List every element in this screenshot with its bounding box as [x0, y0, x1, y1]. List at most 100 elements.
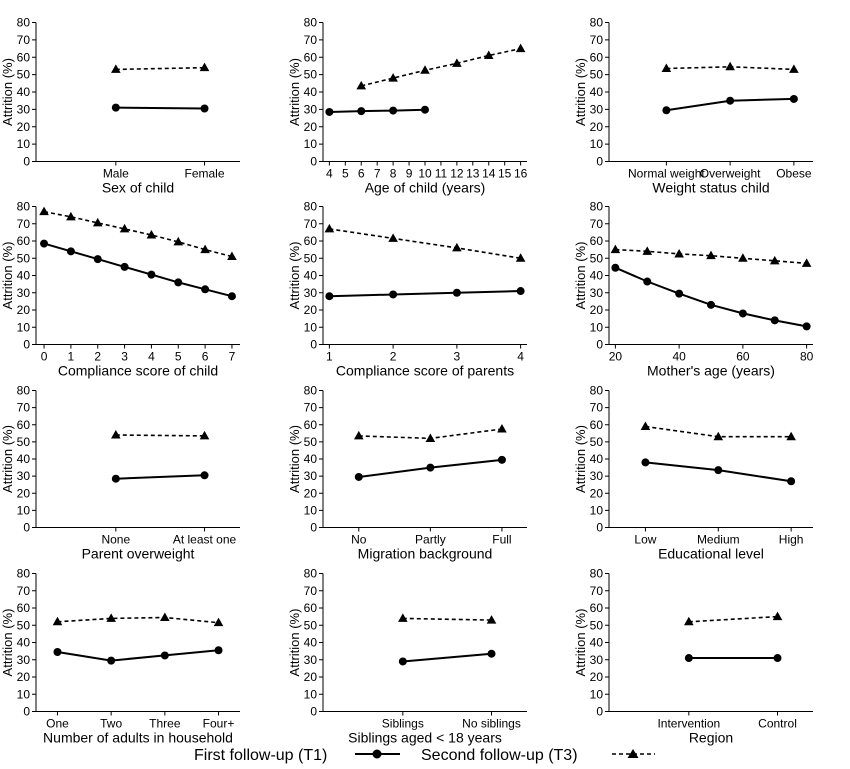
- panel-2-x-tick-label: 6: [358, 167, 365, 181]
- panel-9-y-tick-label: 60: [590, 418, 604, 432]
- panel-7-y-tick-label: 50: [17, 435, 31, 449]
- panel-7-y-tick-label: 40: [17, 452, 31, 466]
- panel-1-y-tick-label: 50: [17, 68, 31, 82]
- panel-4-x-tick-label: 1: [68, 350, 75, 364]
- panel-11-y-tick-label: 10: [304, 687, 318, 701]
- panel-2-y-tick-label: 20: [304, 120, 318, 134]
- panel-10-t3-line: [57, 616, 219, 624]
- panel-2-t1-point: [389, 106, 398, 115]
- panel-3-y-tick-label: 30: [590, 102, 604, 116]
- panel-7-y-tick-label: 10: [17, 503, 31, 517]
- panel-6-t1-point: [707, 300, 715, 309]
- panel-5-t3-point: [452, 242, 462, 252]
- panel-6-t1-point: [611, 263, 620, 272]
- panel-2-y-tick-label: 30: [304, 102, 318, 116]
- panel-9-x-tick-label: Low: [634, 533, 656, 547]
- panel-1-x-axis-label: Sex of child: [102, 180, 174, 196]
- panel-1-x-tick-label: Female: [185, 167, 225, 181]
- panel-6-x-tick-label: 40: [672, 350, 686, 364]
- panel-2-x-tick-label: 16: [514, 167, 528, 181]
- panel-3-t1-point: [789, 94, 798, 103]
- panel-9-t3-point: [713, 431, 724, 441]
- panel-1-y-tick-label: 40: [17, 85, 31, 99]
- panel-2-x-tick-label: 7: [374, 167, 381, 181]
- panel-12-y-tick-label: 20: [590, 670, 604, 684]
- panel-4-t1-point: [40, 239, 49, 248]
- panel-4-t3-point: [146, 229, 157, 239]
- panel-6-y-tick-label: 80: [590, 200, 604, 214]
- panel-7-t3-point: [111, 430, 121, 439]
- panel-6-y-tick-label: 10: [590, 320, 604, 334]
- panel-11-y-axis-label: Attrition (%): [287, 609, 302, 677]
- panel-5-x-tick-label: 3: [454, 350, 461, 364]
- panel-9-x-tick-label: High: [779, 533, 804, 547]
- panel-9-y-axis-label: Attrition (%): [573, 425, 588, 493]
- panel-2-t1-line: [329, 108, 426, 113]
- panel-5-y-tick-label: 40: [304, 269, 318, 283]
- panel-10-y-tick-label: 0: [23, 705, 30, 719]
- panel-11-y-tick-label: 60: [304, 601, 318, 615]
- panel-4-y-tick-label: 60: [17, 234, 31, 248]
- panel-2-y-tick-label: 60: [304, 50, 318, 64]
- panel-6-t1-point: [738, 309, 747, 318]
- panel-3-x-axis-label: Weight status child: [652, 180, 769, 196]
- panel-10-t1-point: [160, 651, 169, 660]
- panel-7-y-tick-label: 0: [23, 521, 30, 535]
- panel-1-y-tick-label: 70: [17, 33, 31, 47]
- panel-10-t1-point: [53, 647, 62, 656]
- panel-6-x-axis-label: Mother's age (years): [647, 363, 775, 379]
- panel-4-t3-point: [119, 223, 130, 233]
- panel-7-t3-point: [199, 430, 210, 440]
- panel-4-t3-point: [227, 251, 237, 261]
- panel-7-y-tick-label: 20: [17, 486, 31, 500]
- panel-2-t3-point: [420, 65, 430, 74]
- panel-2-x-axis-label: Age of child (years): [365, 180, 486, 196]
- panel-5-y-tick-label: 80: [304, 200, 318, 214]
- panel-3-y-axis-label: Attrition (%): [573, 58, 588, 126]
- panel-8-y-tick-label: 60: [304, 418, 318, 432]
- panel-2-x-tick-label: 5: [342, 167, 349, 181]
- panel-5-y-tick-label: 70: [304, 217, 318, 231]
- panel-12-y-axis-label: Attrition (%): [573, 609, 588, 677]
- panel-8-y-tick-label: 50: [304, 435, 318, 449]
- panel-6-t3-point: [674, 248, 684, 258]
- panel-7-y-axis-label: Attrition (%): [0, 425, 15, 493]
- panel-6-x-tick-label: 60: [736, 350, 750, 364]
- panel-10-t1-point: [214, 646, 223, 655]
- panel-2-y-tick-label: 70: [304, 33, 318, 47]
- panel-7-t1-line: [115, 474, 205, 480]
- panel-8-t1-point: [354, 472, 363, 481]
- panel-10-t3-point: [213, 617, 224, 627]
- panel-1-y-tick-label: 60: [17, 50, 31, 64]
- legend-t3-label: Second follow-up (T3): [421, 747, 578, 764]
- panel-5-t1-point: [389, 290, 398, 299]
- panel-4-y-tick-label: 40: [17, 269, 31, 283]
- panel-4-t1-point: [66, 247, 75, 256]
- panel-10-y-tick-label: 20: [17, 670, 31, 684]
- panel-6-t3-point: [801, 258, 812, 267]
- panel-3-y-tick-label: 0: [596, 155, 603, 169]
- panel-10-y-tick-label: 10: [17, 687, 31, 701]
- panel-9-x-axis-label: Educational level: [658, 546, 764, 562]
- panel-2-x-tick-label: 10: [418, 167, 432, 181]
- panel-6-t1-line: [615, 266, 807, 328]
- panel-7-t3-line: [115, 434, 205, 437]
- panel-5-x-tick-label: 1: [326, 350, 333, 364]
- panel-5-t1-point: [325, 292, 334, 301]
- panel-5-t3-point: [515, 253, 526, 262]
- panel-12-t3-line: [688, 615, 778, 623]
- panel-2-x-tick-label: 12: [450, 167, 464, 181]
- panel-8-y-tick-label: 70: [304, 401, 318, 415]
- panel-12-y-tick-label: 70: [590, 584, 604, 598]
- panel-2-y-tick-label: 80: [304, 16, 318, 30]
- panel-8-t3-point: [425, 433, 436, 442]
- panel-10-x-tick-label: One: [46, 717, 69, 731]
- panel-10-x-tick-label: Three: [149, 717, 181, 731]
- panel-2-y-axis-label: Attrition (%): [287, 58, 302, 126]
- panel-3-t1-point: [726, 96, 735, 105]
- panel-1-t1-point: [200, 104, 209, 113]
- panel-5-t3-point: [324, 223, 335, 233]
- panel-3-y-tick-label: 70: [590, 33, 604, 47]
- panel-11-x-tick-label: No siblings: [462, 717, 521, 731]
